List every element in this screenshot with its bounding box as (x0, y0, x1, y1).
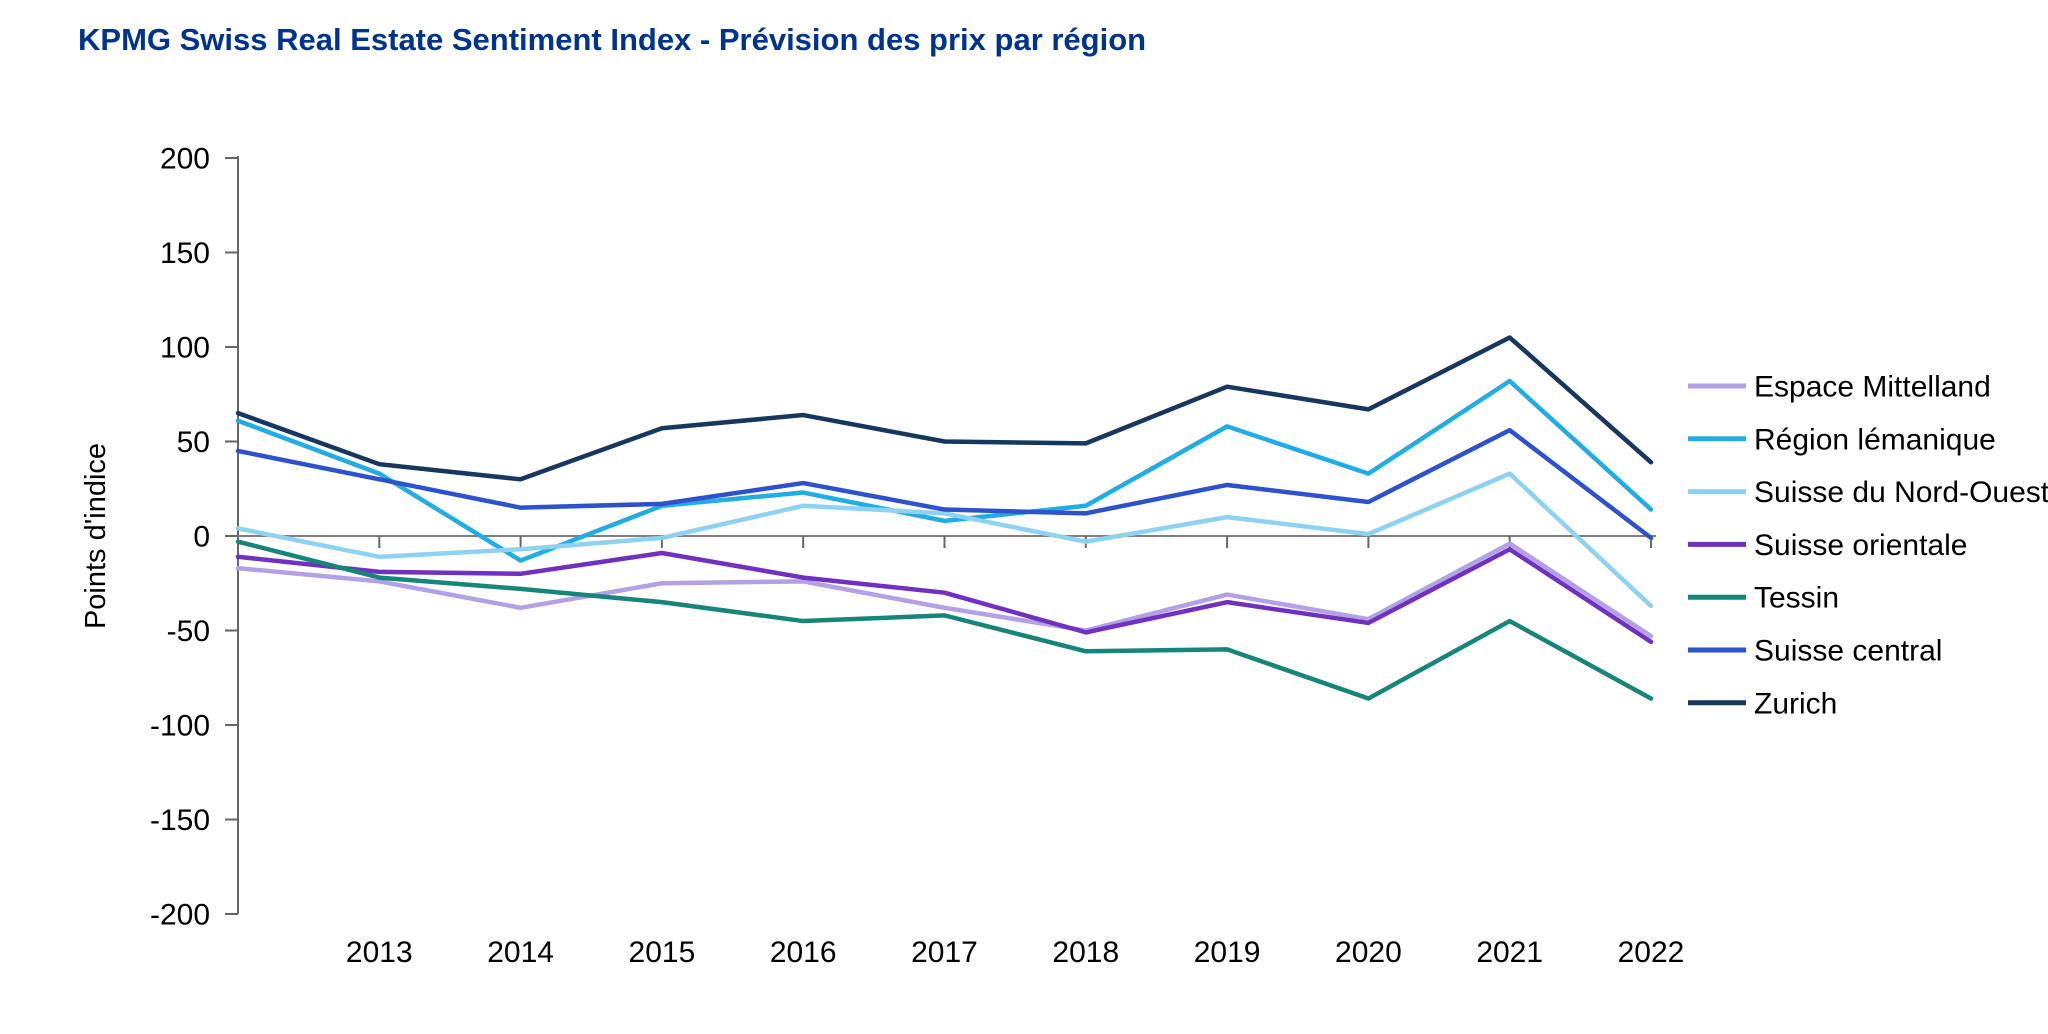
x-tick-label: 2020 (1335, 936, 1402, 969)
series-line-suisse-orientale (235, 546, 1654, 645)
legend-label: Suisse du Nord-Ouest (1754, 476, 2048, 509)
y-axis-title: Points d'indice (80, 443, 112, 629)
x-tick-label: 2021 (1476, 936, 1543, 969)
legend-label: Région lémanique (1754, 423, 1996, 456)
y-tick-label: 100 (160, 332, 210, 365)
y-tick-label: 200 (160, 143, 210, 176)
legend-label: Espace Mittelland (1754, 371, 1991, 404)
series-line-tessin (235, 539, 1654, 701)
y-tick-label: 0 (193, 521, 210, 554)
legend-label: Suisse central (1754, 635, 1942, 668)
x-tick-label: 2015 (629, 936, 696, 969)
y-tick-label: -100 (150, 710, 210, 743)
x-tick-label: 2016 (770, 936, 837, 969)
legend-label: Suisse orientale (1754, 529, 1967, 562)
x-tick-label: 2018 (1052, 936, 1119, 969)
x-tick-label: 2019 (1194, 936, 1261, 969)
legend-label: Tessin (1754, 582, 1839, 615)
y-tick-label: 150 (160, 237, 210, 270)
legend-label: Zurich (1754, 687, 1837, 720)
y-tick-label: -200 (150, 899, 210, 932)
series-line-zurich (235, 335, 1654, 482)
y-tick-label: -150 (150, 804, 210, 837)
x-tick-label: 2022 (1618, 936, 1685, 969)
x-tick-label: 2013 (346, 936, 413, 969)
x-tick-label: 2017 (911, 936, 978, 969)
y-tick-label: 50 (177, 426, 210, 459)
series-line-r-gion-l-manique (235, 378, 1654, 563)
series-line-suisse-du-nord-ouest (235, 471, 1654, 609)
y-tick-label: -50 (167, 615, 210, 648)
x-tick-label: 2014 (487, 936, 554, 969)
series-line-espace-mittelland (235, 541, 1654, 639)
series-line-suisse-central (235, 427, 1654, 541)
chart-title: KPMG Swiss Real Estate Sentiment Index -… (78, 22, 1147, 57)
